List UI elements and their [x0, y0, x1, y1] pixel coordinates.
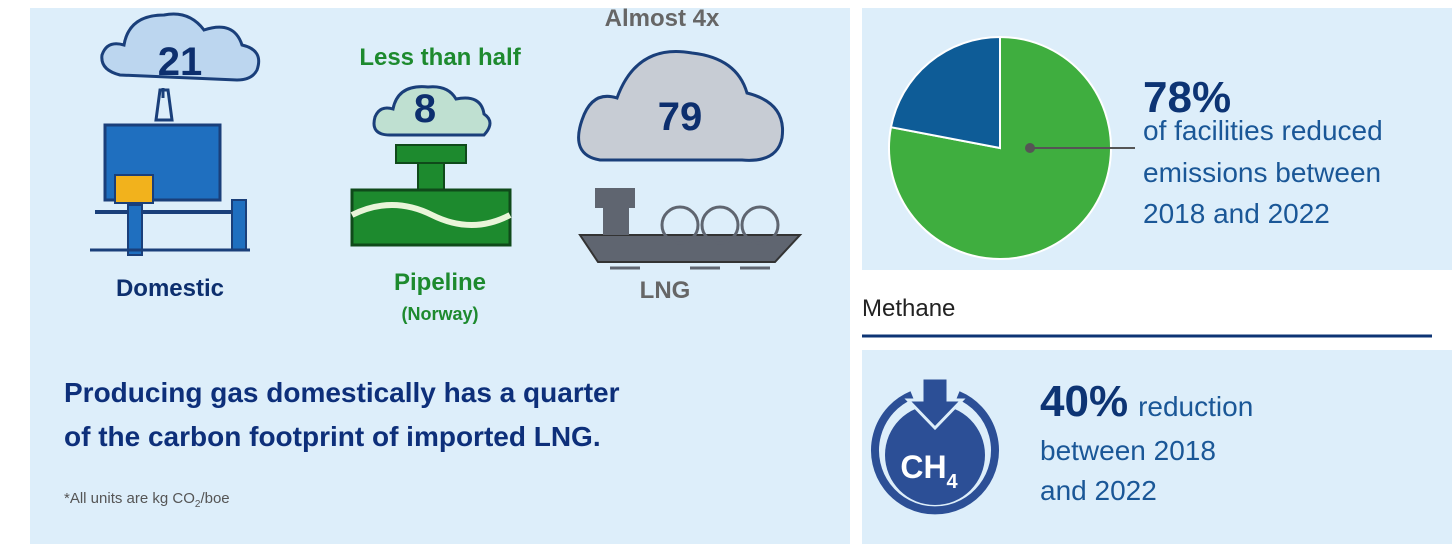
pie-chart — [888, 35, 1112, 260]
pie-slice — [889, 35, 1001, 150]
emission-label: LNG — [640, 277, 691, 304]
emission-value: 79 — [658, 95, 703, 139]
emission-caption: Less than half — [359, 44, 521, 71]
section-heading: Methane — [862, 295, 955, 322]
stat-value: 78% — [1143, 73, 1231, 122]
stat-text: 2018 and 2022 — [1143, 198, 1330, 229]
emission-label: Domestic — [116, 275, 224, 302]
stat-text: emissions between — [1143, 157, 1381, 188]
headline: Producing gas domestically has a quarter — [64, 377, 620, 408]
emission-value: 21 — [158, 40, 203, 84]
headline: of the carbon footprint of imported LNG. — [64, 421, 601, 452]
stat-text: between 2018 — [1040, 435, 1216, 466]
ch4-icon: CH4 — [871, 376, 999, 515]
icon-text: CH4 — [900, 449, 958, 493]
footnote: *All units are kg CO2/boe — [64, 490, 230, 510]
pipeline-icon — [350, 85, 512, 247]
emission-sublabel: (Norway) — [401, 304, 478, 324]
emission-caption: Almost 4x — [605, 5, 720, 32]
methane-stat: 40% reduction — [1040, 377, 1253, 426]
stat-text: of facilities reduced — [1143, 115, 1383, 146]
stat-text: and 2022 — [1040, 475, 1157, 506]
lng-icon — [577, 50, 803, 270]
pointer-dot — [1025, 143, 1035, 153]
domestic-icon — [90, 12, 261, 256]
emission-label: Pipeline — [394, 269, 486, 296]
emission-value: 8 — [414, 87, 436, 131]
